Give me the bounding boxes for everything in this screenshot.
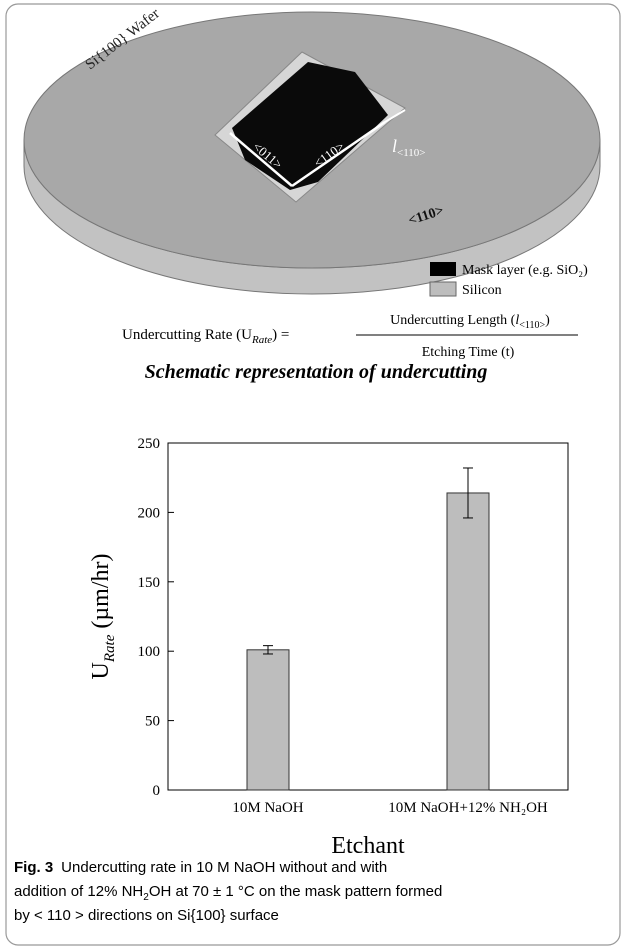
y-tick-label: 150: [138, 575, 161, 591]
y-label-unit: (µm/hr): [88, 554, 114, 629]
caption-sub: 2: [143, 892, 149, 903]
caption-line: Fig. 3 Undercutting rate in 10 M NaOH wit…: [14, 859, 387, 876]
legend-swatch: [429, 281, 457, 297]
eq-sub: <110>: [519, 320, 545, 331]
legend-swatch: [430, 262, 456, 276]
eq-part: l: [515, 313, 519, 328]
mask-layer: [232, 62, 388, 190]
error-bar: [463, 467, 473, 519]
equation-num: Undercutting Length (l<110>): [390, 313, 550, 331]
eq-sub: Rate: [251, 334, 272, 346]
error-bar: [263, 645, 273, 655]
eq-part: Undercutting Length (: [390, 313, 516, 328]
length-sub: <110>: [397, 147, 426, 159]
x-axis-label: Etchant: [331, 833, 405, 859]
x-tick-label: 10M NaOH: [232, 800, 303, 816]
caption-text: addition of 12% NH: [14, 883, 143, 900]
legend-label: Silicon: [462, 283, 502, 298]
legend-label: Mask layer (e.g. SiO₂): [462, 263, 588, 278]
eq-part: ): [545, 313, 550, 328]
y-tick-label: 100: [138, 644, 161, 660]
caption-text: Undercutting rate in 10 M NaOH without a…: [61, 859, 387, 876]
bar: [446, 492, 490, 791]
y-tick-label: 0: [153, 783, 161, 799]
caption-line: addition of 12% NH2OH at 70 ± 1 °C on th…: [14, 883, 442, 903]
equation-den: Etching Time (t): [422, 345, 515, 360]
arrow: [384, 109, 406, 123]
plot-frame: [167, 442, 569, 791]
caption-text: OH at 70 ± 1 °C on the mask pattern form…: [149, 883, 443, 900]
bar: [246, 649, 290, 791]
y-tick-label: 250: [138, 436, 161, 452]
eq-part: ) =: [272, 327, 289, 343]
schematic: Si{100} Wafer <011> <110> l<110> <110> M…: [23, 6, 601, 383]
arrow: [291, 120, 386, 188]
y-label-sub: Rate: [102, 634, 118, 663]
y-tick-label: 200: [138, 505, 161, 521]
caption-label: Fig. 3: [14, 859, 53, 876]
x-tick-label: 10M NaOH+12% NH₂OH: [388, 800, 548, 816]
length-label: l<110>: [392, 136, 426, 159]
y-label-main: U: [88, 662, 114, 679]
eq-part: Undercutting Rate (U: [122, 327, 252, 343]
length-var: l: [392, 136, 397, 156]
frame: [5, 3, 621, 946]
equation-lhs: Undercutting Rate (URate) =: [122, 327, 289, 346]
caption-line: by < 110 > directions on Si{100} surface: [14, 907, 279, 924]
y-axis-label: URate (µm/hr): [88, 554, 118, 680]
y-tick-label: 50: [145, 714, 160, 730]
bar-chart: 0 50 100 150 200 250 URate (µm/hr) Etchant 10M Na…: [88, 436, 569, 859]
schematic-title: Schematic representation of undercutting: [145, 361, 488, 383]
arrow: [229, 132, 293, 187]
